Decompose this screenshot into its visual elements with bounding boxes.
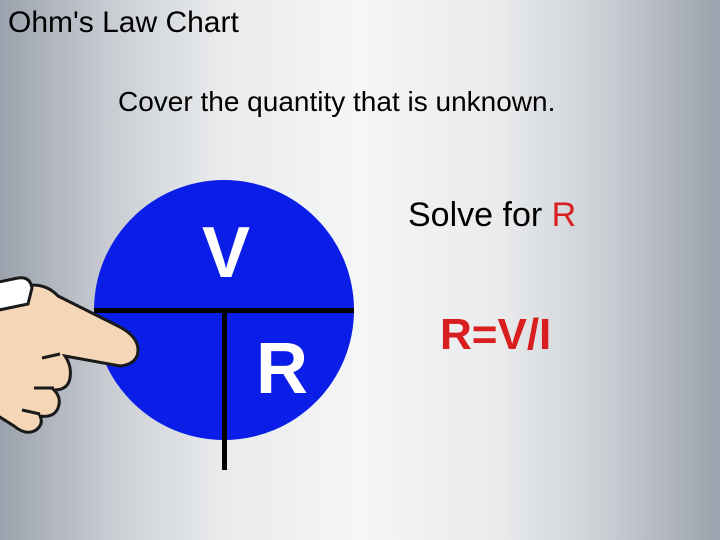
page-title: Ohm's Law Chart <box>8 6 239 40</box>
formula-text: R=V/I <box>440 310 551 360</box>
pointing-hand-icon <box>0 258 160 438</box>
hand-drawing <box>0 278 138 433</box>
instruction-text: Cover the quantity that is unknown. <box>118 86 555 118</box>
hand-skin <box>0 285 138 432</box>
solve-prefix: Solve for <box>408 196 552 234</box>
letter-v: V <box>202 212 250 294</box>
vertical-divider <box>222 308 227 470</box>
solve-variable: R <box>552 196 577 234</box>
letter-r: R <box>256 328 308 410</box>
solve-for-text: Solve for R <box>408 196 576 235</box>
